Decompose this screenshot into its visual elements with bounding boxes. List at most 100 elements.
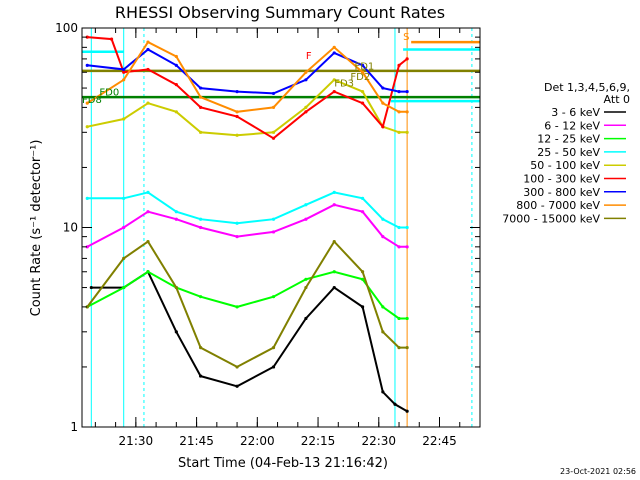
legend-label-1: 6 - 12 keV [544,119,600,132]
y-axis-ticks: 1 10 100 [55,21,480,434]
series-2-point-9 [360,277,365,281]
annotation-3: FD2 [350,72,370,83]
series-6-point-6 [271,91,276,96]
series-6-point-1 [122,67,126,72]
series-3-point-10 [381,217,385,221]
series-5-point-6 [235,114,239,119]
series-5-point-10 [360,101,365,105]
series-0-point-4 [199,374,203,378]
series-8-point-4 [199,346,203,350]
series-4-point-9 [360,89,365,94]
series-8-point-12 [405,346,409,350]
series-8-point-10 [381,330,385,334]
series-6-point-12 [405,89,409,94]
series-7-point-5 [235,110,239,114]
y-axis-label: Count Rate (s⁻¹ detector⁻¹) [29,140,44,317]
series-4-point-5 [235,133,239,137]
legend-label-4: 50 - 100 keV [530,159,600,172]
series-1-point-0 [85,245,89,249]
series-6-point-4 [199,86,203,90]
series-2-point-7 [304,277,308,281]
series-4-point-1 [122,117,126,121]
series-5-point-13 [405,57,409,61]
y-tick-label-0: 1 [70,420,78,434]
series-7-point-1 [122,78,126,82]
series-5-point-11 [381,125,385,129]
series-5-point-7 [271,136,276,140]
series-1-point-10 [381,235,385,239]
series-5-point-4 [174,83,178,87]
series-0-point-9 [360,305,365,309]
series-6-point-0 [85,63,89,67]
series-0-point-11 [393,402,397,406]
legend-label-6: 300 - 800 keV [523,186,600,199]
series-7-point-2 [146,40,150,44]
series-8-point-0 [85,305,89,309]
series-8-point-7 [304,285,308,290]
series-5-point-12 [397,63,401,67]
series-7-point-7 [304,70,308,74]
series-3-point-4 [199,217,203,221]
series-3-point-0 [85,196,89,200]
series-0-point-8 [332,285,336,290]
series-1-point-4 [199,225,203,230]
series-3-point-9 [360,196,365,200]
series-5-point-2 [122,70,126,74]
series-7-point-9 [360,70,365,74]
series-5-point-1 [109,37,114,41]
series-0-point-10 [381,390,385,394]
series-2-point-6 [271,295,276,299]
series-3-point-7 [304,203,308,207]
series-0-point-3 [174,330,178,334]
series-4-point-3 [174,110,178,114]
series-3-point-6 [271,217,276,221]
series-7-point-11 [397,110,401,114]
series-5-point-3 [146,67,150,72]
series-4-point-2 [146,101,150,105]
series-8-point-8 [332,239,336,244]
series-1-point-6 [271,230,276,234]
series-2-point-8 [332,270,336,274]
legend-label-3: 25 - 50 keV [537,146,600,159]
series-1-point-2 [146,210,150,214]
series-4-point-11 [397,130,401,134]
series-1-point-12 [405,245,409,249]
series-6-point-5 [235,89,239,94]
series-5-point-0 [85,35,89,39]
x-tick-label-2: 22:00 [240,434,275,448]
y-tick-label-2: 100 [55,21,78,35]
legend-header-detectors: Det 1,3,4,5,6,9, [544,81,630,94]
legend-label-7: 800 - 7000 keV [516,199,600,212]
series-6-point-9 [360,63,365,67]
annotation-6: FD0 [99,87,119,98]
series-1-point-3 [174,217,178,221]
annotation-5: FD8 [82,95,102,106]
series-1-point-5 [235,235,239,239]
series-8-point-2 [146,239,150,244]
series-8-point-3 [174,285,178,290]
x-tick-label-5: 22:45 [422,434,457,448]
series-2-point-11 [397,316,401,321]
series-4-point-7 [304,105,308,109]
series-7-point-8 [332,45,336,49]
legend-header-attenuator: Att 0 [604,93,630,106]
series-8-point-6 [271,346,276,350]
series-1-point-1 [122,225,126,230]
series-2-point-12 [405,316,409,321]
series-4-point-0 [85,125,89,129]
y-tick-label-1: 10 [63,221,78,235]
series-0-point-6 [271,365,276,369]
series-0-point-7 [304,316,308,321]
annotation-2: FD1 [354,61,374,72]
series-3-point-2 [146,190,150,194]
series-6-point-8 [332,51,336,55]
series-2-point-4 [199,295,203,299]
legend-label-8: 7000 - 15000 keV [502,212,600,225]
series-7-point-6 [271,105,276,109]
series-6-point-11 [397,89,401,94]
series-8-point-5 [235,365,239,369]
series-3-point-5 [235,221,239,225]
